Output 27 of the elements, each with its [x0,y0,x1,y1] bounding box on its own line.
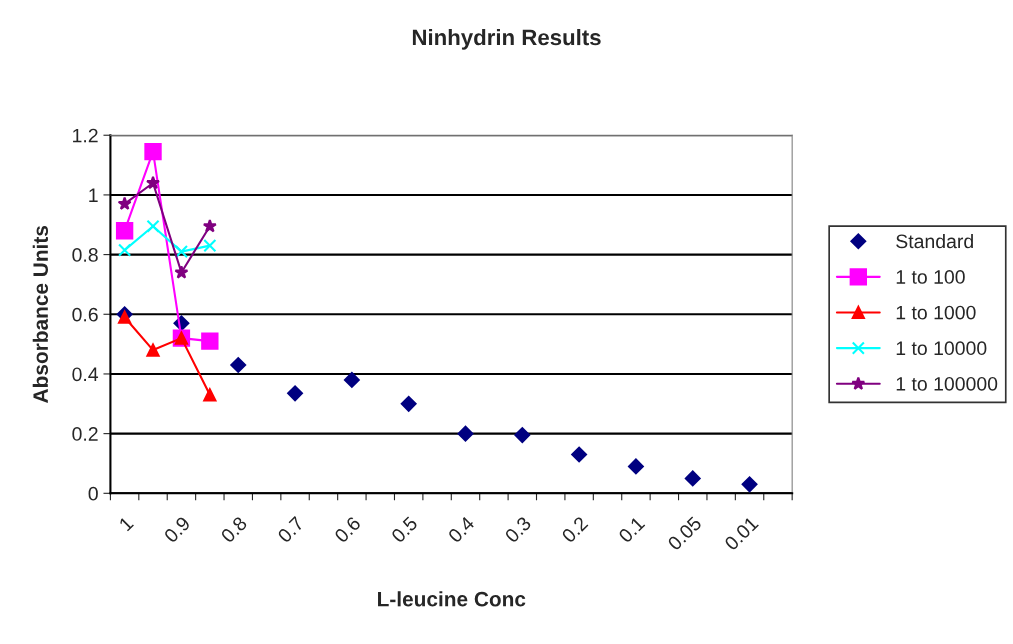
x-tick-label: 0.1 [617,515,646,544]
y-tick-label: 1 [89,188,98,202]
y-tick-label: 0 [88,486,98,501]
y-tick-label: 0.8 [72,248,98,262]
x-tick-label: 0.4 [447,515,476,544]
y-tick-label: 0.6 [72,307,98,322]
y-axis-title: Absorbance Units [32,225,49,403]
x-tick-label: 0.01 [723,515,759,552]
x-tick-label: 0.7 [276,515,305,544]
x-tick-label: 0.05 [666,515,703,552]
x-tick-label: 0.3 [504,515,532,544]
x-tick-label: 0.8 [220,515,248,544]
legend-label: 1 to 10000 [896,341,987,356]
legend-label: 1 to 100000 [896,376,998,391]
x-tick-label: 0.9 [163,515,191,544]
x-axis-title: L-leucine Conc [378,591,526,607]
legend-label: Standard [896,233,973,249]
x-tick-label: 1 [118,515,134,532]
y-tick-label: 0.2 [72,427,98,441]
chart-title: Ninhydrin Results [412,28,601,50]
x-tick-label: 0.2 [560,515,589,544]
legend-label: 1 to 1000 [896,305,976,320]
legend-label: 1 to 100 [896,270,965,284]
y-tick-label: 1.2 [73,128,98,143]
x-tick-label: 0.5 [390,515,419,544]
x-tick-label: 0.6 [333,515,362,544]
y-tick-label: 0.4 [72,367,99,382]
